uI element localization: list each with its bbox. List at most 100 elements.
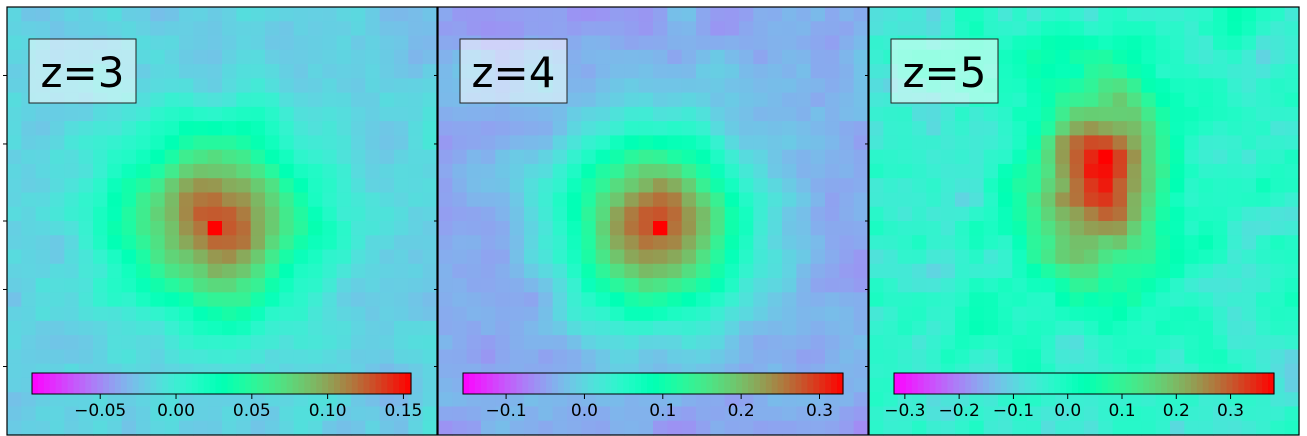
colorbar-tick-label: 0.1 xyxy=(1108,401,1135,421)
heatmap-cell xyxy=(21,7,37,22)
heatmap-cell xyxy=(767,292,783,308)
heatmap-cell xyxy=(481,249,496,265)
heatmap-cell xyxy=(50,249,65,265)
heatmap-cell xyxy=(926,278,942,293)
heatmap-cell xyxy=(21,278,37,293)
heatmap-cell xyxy=(1041,292,1056,308)
heatmap-cell xyxy=(236,249,252,265)
heatmap-cell xyxy=(308,149,323,165)
heatmap-cell xyxy=(322,206,338,222)
heatmap-cell xyxy=(667,149,683,165)
heatmap-cell xyxy=(1127,292,1142,308)
heatmap-cell xyxy=(422,392,438,408)
heatmap-cell xyxy=(667,292,683,308)
heatmap-cell xyxy=(279,78,295,94)
heatmap-cell xyxy=(408,392,424,408)
heatmap-cell xyxy=(293,306,309,322)
colorbar-segment xyxy=(742,373,749,394)
heatmap-cell xyxy=(983,7,999,22)
heatmap-cell xyxy=(667,163,683,179)
heatmap-cell xyxy=(1198,335,1214,350)
heatmap-cell xyxy=(365,78,381,94)
heatmap-cell xyxy=(93,21,108,37)
heatmap-cell xyxy=(1256,235,1271,251)
heatmap-cell xyxy=(236,263,252,279)
heatmap-cell xyxy=(1155,249,1171,265)
colorbar-segment xyxy=(1089,373,1097,394)
heatmap-cell xyxy=(293,221,309,236)
heatmap-cell xyxy=(696,21,711,37)
heatmap-cell xyxy=(207,64,223,79)
heatmap-cell xyxy=(1141,49,1157,65)
heatmap-cell xyxy=(810,178,826,194)
heatmap-cell xyxy=(595,278,611,293)
heatmap-cell xyxy=(250,35,266,51)
heatmap-cell xyxy=(912,121,927,136)
heatmap-cell xyxy=(796,163,812,179)
heatmap-cell xyxy=(394,306,409,322)
heatmap-cell xyxy=(179,349,194,365)
colorbar-segment xyxy=(795,373,803,394)
heatmap-cell xyxy=(581,292,597,308)
heatmap-cell xyxy=(595,92,611,108)
heatmap-cell xyxy=(64,206,80,222)
heatmap-cell xyxy=(681,263,697,279)
heatmap-cell xyxy=(1026,206,1042,222)
heatmap-cell xyxy=(236,78,252,94)
heatmap-cell xyxy=(1198,78,1214,94)
heatmap-cell xyxy=(1127,263,1142,279)
heatmap-cell xyxy=(897,263,913,279)
heatmap-cell xyxy=(753,406,769,422)
heatmap-cell xyxy=(638,335,654,350)
heatmap-cell xyxy=(121,292,137,308)
heatmap-cell xyxy=(998,292,1013,308)
colorbar-segment xyxy=(1179,373,1186,394)
heatmap-cell xyxy=(408,64,424,79)
heatmap-cell xyxy=(638,64,654,79)
heatmap-cell xyxy=(1084,21,1099,37)
heatmap-cell xyxy=(610,249,625,265)
heatmap-cell xyxy=(35,306,51,322)
heatmap-cell xyxy=(869,235,884,251)
heatmap-cell xyxy=(1069,392,1085,408)
heatmap-cell xyxy=(1069,249,1085,265)
colorbar-segment xyxy=(174,373,181,394)
heatmap-cell xyxy=(724,420,740,436)
heatmap-cell xyxy=(150,21,166,37)
heatmap-cell xyxy=(179,292,194,308)
heatmap-cell xyxy=(265,64,280,79)
heatmap-cell xyxy=(136,206,151,222)
heatmap-cell xyxy=(1141,163,1157,179)
heatmap-cell xyxy=(1184,92,1200,108)
heatmap-cell xyxy=(207,192,223,208)
heatmap-cell xyxy=(179,35,194,51)
heatmap-cell xyxy=(452,249,468,265)
heatmap-cell xyxy=(524,306,539,322)
heatmap-cell xyxy=(336,263,352,279)
heatmap-cell xyxy=(21,121,37,136)
heatmap-cell xyxy=(955,292,970,308)
heatmap-cell xyxy=(351,21,366,37)
heatmap-cell xyxy=(265,106,280,122)
heatmap-cell xyxy=(667,249,683,265)
heatmap-cell xyxy=(1098,335,1114,350)
heatmap-cell xyxy=(853,306,869,322)
heatmap-cell xyxy=(495,106,511,122)
heatmap-cell xyxy=(121,106,137,122)
heatmap-cell xyxy=(955,306,970,322)
heatmap-cell xyxy=(1041,420,1056,436)
heatmap-cell xyxy=(1284,192,1300,208)
heatmap-cell xyxy=(1198,163,1214,179)
heatmap-cell xyxy=(308,263,323,279)
heatmap-cell xyxy=(408,149,424,165)
heatmap-cell xyxy=(1055,135,1071,151)
heatmap-cell xyxy=(351,349,366,365)
heatmap-cell xyxy=(1227,235,1243,251)
heatmap-cell xyxy=(1141,106,1157,122)
heatmap-cell xyxy=(825,106,840,122)
colorbar-segment xyxy=(334,373,341,394)
heatmap-cell xyxy=(839,78,855,94)
heatmap-cell xyxy=(926,178,942,194)
heatmap-cell xyxy=(394,249,409,265)
colorbar-segment xyxy=(268,373,276,394)
